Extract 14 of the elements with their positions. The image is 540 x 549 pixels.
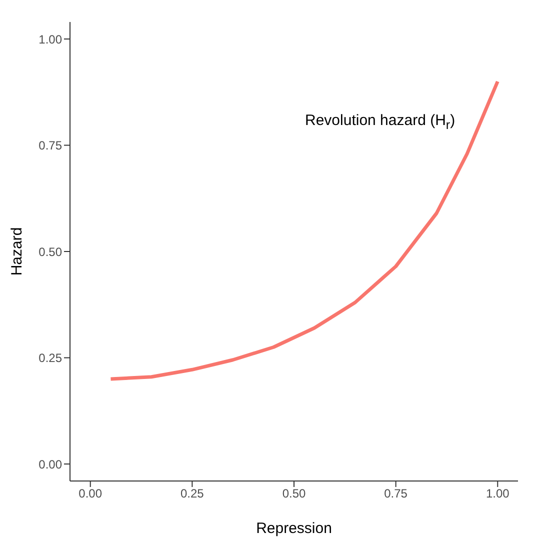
- y-tick-label: 0.00: [38, 457, 62, 472]
- x-axis-title: Repression: [256, 520, 332, 537]
- line-series: [108, 80, 500, 381]
- x-tick-label: 0.50: [282, 486, 306, 501]
- x-tick-label: 1.00: [486, 486, 510, 501]
- y-tick-label: 0.75: [38, 138, 62, 153]
- annotation: Revolution hazard (H$_{r}$): [305, 112, 456, 132]
- x-tick-label: 0.25: [180, 486, 204, 501]
- x-tick-label: 0.00: [78, 486, 102, 501]
- y-tick-label: 0.25: [38, 351, 62, 366]
- y-axis-title: Hazard: [8, 227, 26, 276]
- x-tick-label: 0.75: [384, 486, 408, 501]
- y-tick-label: 1.00: [38, 32, 62, 46]
- y-tick-label: 0.50: [38, 244, 62, 259]
